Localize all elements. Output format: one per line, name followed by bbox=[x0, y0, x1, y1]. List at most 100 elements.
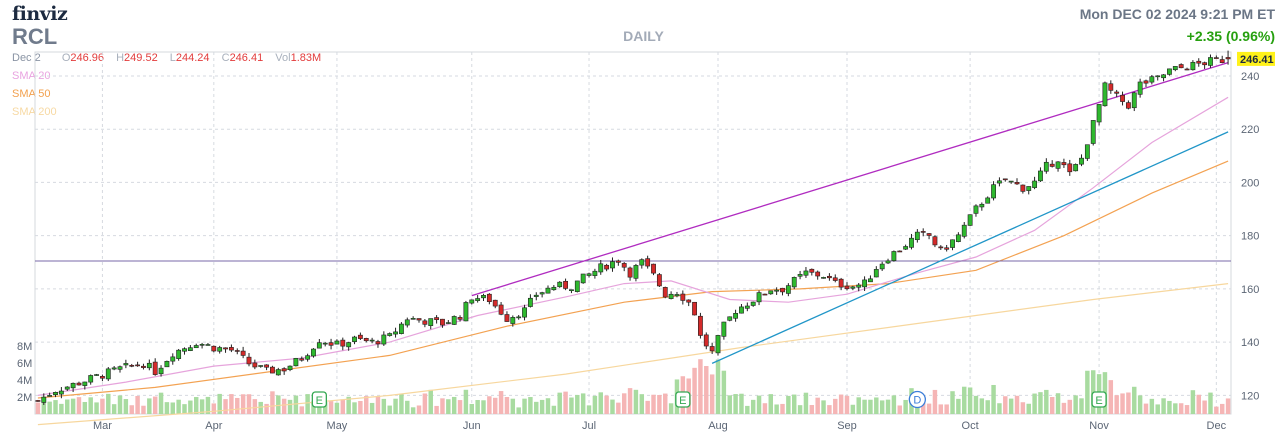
candle bbox=[404, 317, 410, 328]
volume-tick-label: 4M bbox=[17, 375, 32, 387]
volume-bar bbox=[715, 359, 721, 414]
candle bbox=[457, 315, 463, 322]
volume-bar bbox=[727, 395, 732, 414]
candle bbox=[416, 318, 422, 323]
legend-sma50: SMA 50 bbox=[12, 88, 51, 100]
candle-body bbox=[662, 287, 668, 298]
candle bbox=[832, 274, 838, 283]
candle bbox=[1196, 58, 1202, 67]
candle bbox=[1225, 50, 1231, 65]
earnings-marker-label: E bbox=[679, 395, 686, 407]
candle-body bbox=[1043, 161, 1049, 172]
earnings-marker-label: E bbox=[316, 395, 323, 407]
candle-body bbox=[105, 368, 111, 380]
candle bbox=[1008, 180, 1014, 184]
volume-bar bbox=[745, 405, 750, 414]
candle bbox=[1108, 80, 1114, 94]
candle-body bbox=[574, 280, 580, 292]
volume-bar bbox=[704, 366, 709, 414]
volume-tick-label: 2M bbox=[17, 392, 32, 404]
candle bbox=[158, 365, 164, 377]
candle-body bbox=[1131, 92, 1137, 109]
candle bbox=[399, 322, 404, 335]
low-value: 244.24 bbox=[175, 52, 210, 64]
volume-bar bbox=[59, 403, 64, 414]
candle-body bbox=[176, 349, 182, 359]
candle-body bbox=[885, 260, 891, 264]
candle-body bbox=[146, 362, 152, 369]
volume-bar bbox=[639, 394, 645, 414]
volume-bar bbox=[1026, 403, 1031, 414]
candle-body bbox=[463, 302, 469, 322]
candle-body bbox=[522, 307, 527, 318]
candle bbox=[205, 342, 211, 346]
earnings-marker bbox=[675, 391, 691, 408]
finviz-logo[interactable]: finviz bbox=[12, 3, 68, 25]
chart-datetime: Mon DEC 02 2024 9:21 PM ET bbox=[1079, 6, 1275, 22]
candle-body bbox=[680, 293, 686, 301]
volume-bar bbox=[557, 392, 562, 414]
volume-bar bbox=[1178, 403, 1184, 414]
candle bbox=[498, 302, 504, 316]
volume-bar bbox=[791, 394, 797, 414]
close-label: C bbox=[221, 52, 230, 64]
candle bbox=[744, 302, 750, 312]
candle bbox=[961, 222, 967, 239]
volume-bar bbox=[780, 403, 785, 414]
volume-bar bbox=[610, 399, 615, 414]
volume-bar bbox=[563, 391, 568, 414]
candle-body bbox=[527, 297, 533, 307]
candle bbox=[363, 337, 369, 343]
candle bbox=[698, 312, 703, 339]
y-tick-label: 180 bbox=[1241, 231, 1259, 243]
candle-body bbox=[1038, 170, 1043, 182]
candle bbox=[53, 391, 58, 398]
candle bbox=[264, 364, 269, 371]
candle-body bbox=[692, 301, 697, 316]
candle-body bbox=[381, 334, 387, 345]
volume-bar bbox=[1208, 392, 1213, 414]
volume-bar bbox=[862, 399, 867, 414]
chart-lines bbox=[35, 61, 1231, 426]
candle-body bbox=[316, 342, 322, 349]
candle bbox=[627, 266, 633, 281]
candle bbox=[932, 235, 938, 248]
candle bbox=[270, 365, 275, 374]
volume-bar bbox=[932, 389, 938, 414]
candle-body bbox=[785, 285, 791, 294]
volume-bar bbox=[604, 395, 609, 414]
candle bbox=[897, 250, 903, 253]
candle-body bbox=[815, 271, 821, 277]
candle bbox=[1131, 91, 1137, 112]
volume-bar bbox=[1155, 404, 1160, 414]
volume-bar bbox=[487, 396, 492, 414]
candle bbox=[592, 268, 598, 279]
dividend-marker-label: D bbox=[913, 395, 921, 407]
candle-body bbox=[1219, 59, 1225, 63]
volume-bar bbox=[1143, 403, 1149, 414]
candle-body bbox=[750, 301, 756, 306]
candle bbox=[633, 263, 639, 282]
candle-body bbox=[991, 184, 996, 199]
candle-body bbox=[1061, 162, 1067, 166]
candle-body bbox=[270, 366, 275, 374]
candle-body bbox=[70, 382, 76, 389]
candle-body bbox=[879, 263, 885, 270]
volume-label: Vol bbox=[275, 52, 291, 64]
volume-bar bbox=[551, 405, 557, 414]
volume-bar bbox=[803, 392, 809, 414]
volume-bar bbox=[1073, 395, 1078, 414]
candle bbox=[844, 282, 850, 291]
candle-body bbox=[47, 395, 53, 397]
candle bbox=[111, 365, 117, 371]
candle-body bbox=[516, 316, 522, 319]
candle bbox=[815, 270, 821, 280]
candle bbox=[1184, 67, 1190, 71]
candle-body bbox=[1026, 186, 1032, 191]
candle-body bbox=[961, 224, 967, 237]
candle-body bbox=[363, 338, 369, 342]
volume-bar bbox=[70, 398, 76, 414]
candle-body bbox=[539, 292, 545, 295]
candle bbox=[809, 268, 815, 276]
